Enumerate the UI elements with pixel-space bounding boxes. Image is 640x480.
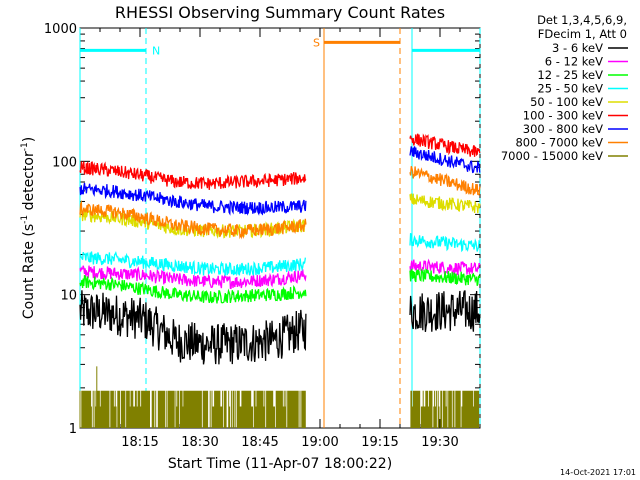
legend-item-label: 100 - 300 keV [523, 109, 603, 123]
legend-item-label: 6 - 12 keV [545, 55, 603, 69]
timestamp: 14-Oct-2021 17:01 [560, 468, 636, 477]
x-axis-label: Start Time (11-Apr-07 18:00:22) [168, 456, 392, 472]
series-800-7000kev-line [409, 166, 481, 196]
plot-area: 1 10 100 1000 18:15 18:30 18:45 19:00 19:15 19:30… [44, 22, 481, 450]
y-axis-label-main: Count Rate (s [21, 224, 37, 319]
legend-item-label: 300 - 800 keV [523, 122, 603, 136]
series-100-300kev-line [409, 133, 481, 157]
series-300-800kev-line [79, 182, 307, 216]
series-12-25kev-line [79, 274, 307, 304]
legend-item-label: 800 - 7000 keV [515, 136, 603, 150]
legend-item-label: 25 - 50 keV [537, 82, 603, 96]
legend-item-label: 7000 - 15000 keV [501, 149, 603, 163]
x-tick-label: 18:15 [121, 435, 158, 450]
y-tick-label: 1000 [44, 22, 77, 37]
series-6-12kev-line [79, 265, 307, 290]
series-12-25kev-line [409, 268, 481, 286]
series-25-50kev-line [409, 232, 481, 253]
y-axis-label: Count Rate (s-1 detector-1) [20, 137, 37, 319]
x-tick-label: 19:30 [421, 435, 458, 450]
legend-item-label: 50 - 100 keV [530, 95, 603, 109]
series-800-7000kev-line [79, 199, 307, 240]
x-tick-label: 18:45 [241, 435, 278, 450]
y-axis-label-sup2: -1 [20, 142, 30, 151]
y-axis-label-mid: detector [21, 151, 37, 215]
chart-title: RHESSI Observing Summary Count Rates [115, 3, 445, 22]
y-tick-label: 1 [69, 422, 77, 437]
legend-item-label: 12 - 25 keV [537, 68, 603, 82]
series-25-50kev-line [79, 250, 307, 277]
y-axis-label-end: ) [21, 137, 37, 142]
series-7000-15000kev-line [79, 390, 306, 428]
state-bar-label: N [152, 44, 160, 57]
y-tick-label: 100 [52, 155, 77, 170]
y-axis-label-sup1: -1 [20, 215, 30, 224]
legend-header-line2: FDecim 1, Att 0 [538, 27, 627, 41]
x-tick-label: 19:00 [301, 435, 338, 450]
legend-header-line1: Det 1,3,4,5,6,9, [537, 13, 627, 27]
series-300-800kev-line [409, 146, 481, 174]
series-7000-15000kev-line [410, 390, 480, 428]
series-3-6kev-line [409, 290, 481, 332]
legend-item-label: 3 - 6 keV [552, 41, 603, 55]
series-3-6kev-line [79, 290, 307, 365]
state-bar-label: S [313, 36, 320, 49]
x-tick-label: 19:15 [361, 435, 398, 450]
x-tick-label: 18:30 [181, 435, 218, 450]
series-50-100kev-line [409, 193, 481, 214]
series-100-300kev-line [79, 161, 307, 190]
y-tick-label: 10 [60, 289, 77, 304]
